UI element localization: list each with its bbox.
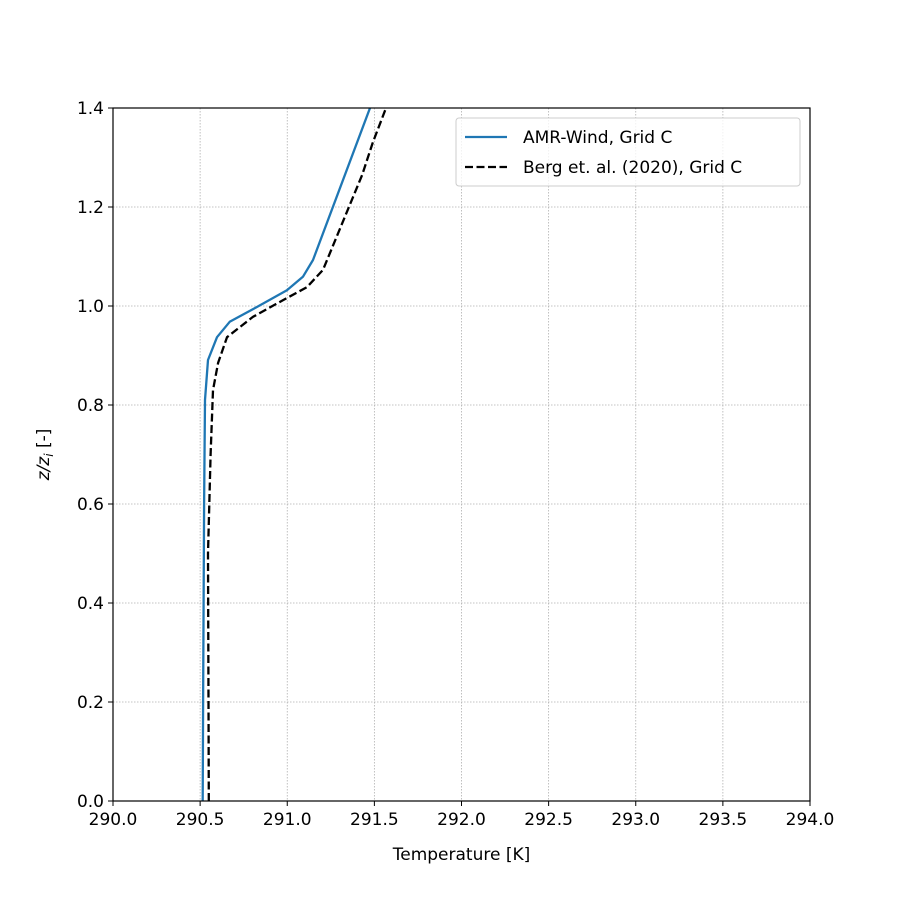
x-tick-label: 291.5 xyxy=(350,810,399,830)
x-tick-label: 291.0 xyxy=(263,810,312,830)
x-tick-label: 292.0 xyxy=(437,810,486,830)
legend: AMR-Wind, Grid C Berg et. al. (2020), Gr… xyxy=(455,117,801,187)
x-tick-label: 293.5 xyxy=(699,810,748,830)
y-tick-label: 0.4 xyxy=(77,594,104,614)
series-lines xyxy=(201,107,388,802)
y-tick-label: 0.8 xyxy=(77,396,104,416)
x-tick-label: 290.0 xyxy=(89,810,138,830)
y-tick-label: 1.4 xyxy=(77,99,104,119)
y-tick-label: 1.2 xyxy=(77,198,104,218)
y-tick-label: 1.0 xyxy=(77,297,104,317)
y-tick-label: 0.0 xyxy=(77,792,104,812)
axis-ticks: 290.0 290.5 291.0 291.5 292.0 292.5 293.0 293.5… xyxy=(77,99,834,830)
y-tick-label: 0.2 xyxy=(77,693,104,713)
y-axis-label: z/zi [-] xyxy=(34,429,56,482)
x-axis-label: Temperature [K] xyxy=(392,845,531,865)
x-tick-label: 290.5 xyxy=(176,810,225,830)
series-line-1 xyxy=(206,107,388,802)
legend-label-berg: Berg et. al. (2020), Grid C xyxy=(523,158,742,178)
x-tick-label: 293.0 xyxy=(611,810,660,830)
x-tick-label: 292.5 xyxy=(524,810,573,830)
x-tick-label: 294.0 xyxy=(786,810,835,830)
series-line-0 xyxy=(201,107,372,802)
y-tick-label: 0.6 xyxy=(77,495,104,515)
legend-label-amr-wind: AMR-Wind, Grid C xyxy=(523,128,672,148)
legend-box xyxy=(455,117,801,187)
y-label-main: z/z xyxy=(34,456,54,482)
y-label-sub: i xyxy=(42,453,56,457)
y-label-suffix: [-] xyxy=(34,429,54,454)
